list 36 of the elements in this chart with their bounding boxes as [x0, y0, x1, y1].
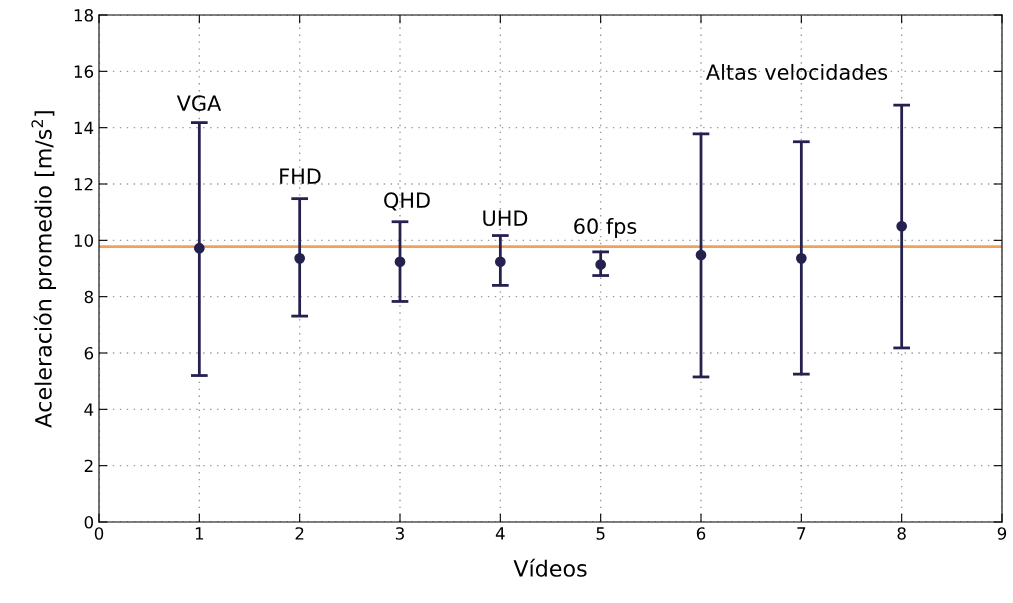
x-tick-label: 1: [195, 527, 204, 540]
y-tick-label: 2: [84, 459, 93, 472]
annotation: 60 fps: [574, 217, 637, 239]
annotation: Altas velocidades: [706, 63, 888, 81]
x-tick-label: 2: [295, 527, 304, 540]
annotation: FHD: [280, 168, 321, 184]
x-axis-title: Vídeos: [513, 558, 587, 577]
point: [795, 253, 807, 264]
y-tick-label: 6: [84, 346, 94, 360]
y-tick-label: 12: [74, 177, 93, 191]
point: [896, 220, 908, 232]
x-tick-label: 3: [395, 527, 404, 540]
annotation: QHD: [384, 192, 430, 211]
x-tick-label: 8: [897, 527, 906, 540]
x-tick-label: 5: [596, 527, 605, 540]
y-tick-label: 0: [84, 515, 94, 529]
y-tick-label: 18: [74, 8, 93, 22]
annotation: UHD: [483, 210, 528, 227]
point: [695, 249, 707, 261]
y-tick-label: 16: [74, 65, 94, 78]
point: [394, 256, 406, 268]
y-tick-label: 14: [74, 121, 94, 134]
y-axis-title: Aceleración promedio [m/s$^{2}$]: [31, 111, 57, 428]
point: [193, 242, 205, 254]
x-tick-label: 4: [495, 527, 505, 540]
y-tick-label: 4: [84, 403, 94, 416]
y-tick-label: 8: [84, 290, 93, 304]
x-tick-label: 0: [94, 527, 104, 540]
point: [494, 256, 506, 268]
x-tick-label: 9: [997, 527, 1007, 540]
point: [595, 259, 607, 270]
y-tick-label: 10: [74, 234, 94, 247]
x-tick-label: 6: [696, 527, 706, 540]
x-tick-label: 7: [797, 527, 806, 540]
annotation: VGA: [176, 95, 222, 112]
point: [294, 253, 306, 264]
